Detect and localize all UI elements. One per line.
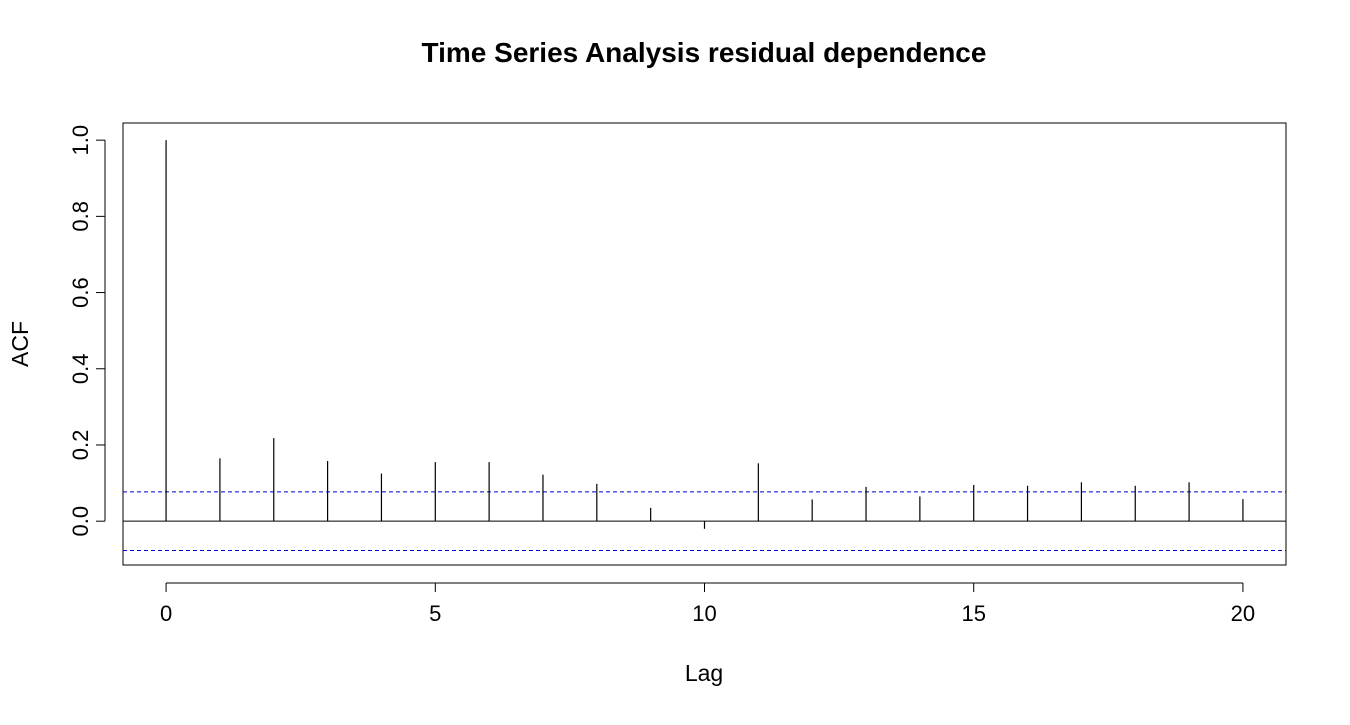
chart-title: Time Series Analysis residual dependence bbox=[422, 37, 987, 68]
plot-frame bbox=[122, 122, 1287, 566]
y-tick-label: 0.0 bbox=[68, 506, 93, 537]
y-axis-label: ACF bbox=[7, 321, 33, 367]
y-tick-label: 1.0 bbox=[68, 125, 93, 156]
x-tick-label: 20 bbox=[1231, 601, 1255, 626]
x-tick-label: 15 bbox=[961, 601, 985, 626]
chart-marks: 0 5 10 15 20 0.0 0.2 0.4 0.6 0.8 1.0 bbox=[68, 125, 1286, 626]
y-tick-label: 0.4 bbox=[68, 353, 93, 384]
x-tick-label: 5 bbox=[429, 601, 441, 626]
x-axis-label: Lag bbox=[685, 660, 723, 686]
x-tick-label: 0 bbox=[160, 601, 172, 626]
y-tick-label: 0.2 bbox=[68, 430, 93, 461]
y-tick-label: 0.6 bbox=[68, 277, 93, 308]
x-tick-label: 10 bbox=[692, 601, 716, 626]
y-tick-label: 0.8 bbox=[68, 201, 93, 232]
